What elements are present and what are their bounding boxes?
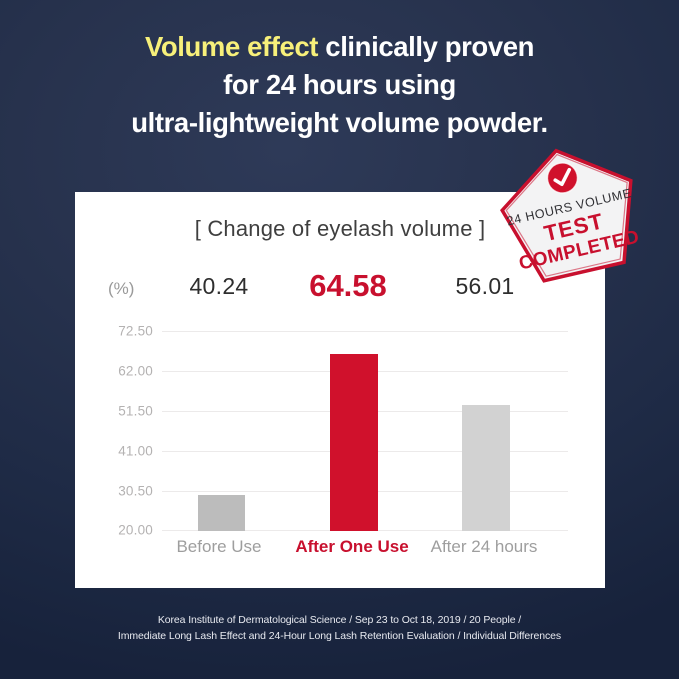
x-axis-label-after-one-use: After One Use	[295, 537, 409, 556]
headline-accent-text: Volume effect	[144, 31, 319, 62]
value-label-before-use: 40.24	[189, 273, 249, 299]
headline: Volume effect clinically proven for 24 h…	[0, 28, 679, 142]
bar-after-24-hours	[462, 405, 510, 531]
y-axis-tick-label: 20.00	[118, 522, 153, 538]
value-label-after-24-hours: 56.01	[455, 273, 515, 299]
y-axis-tick-label: 51.50	[118, 403, 153, 419]
y-axis-tick-label: 41.00	[118, 443, 153, 459]
chart-card: [ Change of eyelash volume ] (%) 40.24 6…	[75, 192, 605, 588]
bar-before-use	[198, 495, 245, 531]
check-seal-icon	[546, 162, 579, 194]
test-completed-stamp: 24 HOURS VOLUME TEST COMPLETED	[498, 143, 644, 287]
stamp-pentagon-shape	[500, 148, 633, 283]
chart-title: [ Change of eyelash volume ]	[194, 216, 486, 241]
value-labels-row: (%) 40.24 64.58 56.01	[75, 268, 605, 309]
headline-line-1-rest: clinically proven	[318, 31, 535, 62]
gridline: 72.50	[118, 324, 568, 339]
value-label-after-one-use: 64.58	[309, 268, 387, 303]
footnote: Korea Institute of Dermatological Scienc…	[0, 612, 679, 644]
headline-line-2: for 24 hours using	[223, 69, 456, 100]
x-axis-labels: Before Use After One Use After 24 hours	[75, 537, 605, 563]
bar-chart-plot-area: 72.50 62.00 51.50 41.00 30.50 20.00	[118, 324, 568, 538]
headline-line-3: ultra-lightweight volume powder.	[131, 107, 548, 138]
footnote-line-2: Immediate Long Lash Effect and 24-Hour L…	[117, 630, 562, 642]
bar-after-one-use	[330, 354, 378, 531]
x-axis-label-after-24-hours: After 24 hours	[430, 537, 538, 556]
headline-line-1: Volume effect clinically proven	[0, 28, 679, 66]
footnote-line-1: Korea Institute of Dermatological Scienc…	[157, 614, 522, 626]
y-axis-tick-label: 62.00	[118, 363, 153, 379]
y-axis-tick-label: 72.50	[118, 323, 153, 339]
stamp-inner-outline	[505, 153, 628, 277]
y-axis-tick-label: 30.50	[118, 483, 153, 499]
unit-label: (%)	[108, 279, 135, 298]
x-axis-label-before-use: Before Use	[176, 537, 262, 556]
